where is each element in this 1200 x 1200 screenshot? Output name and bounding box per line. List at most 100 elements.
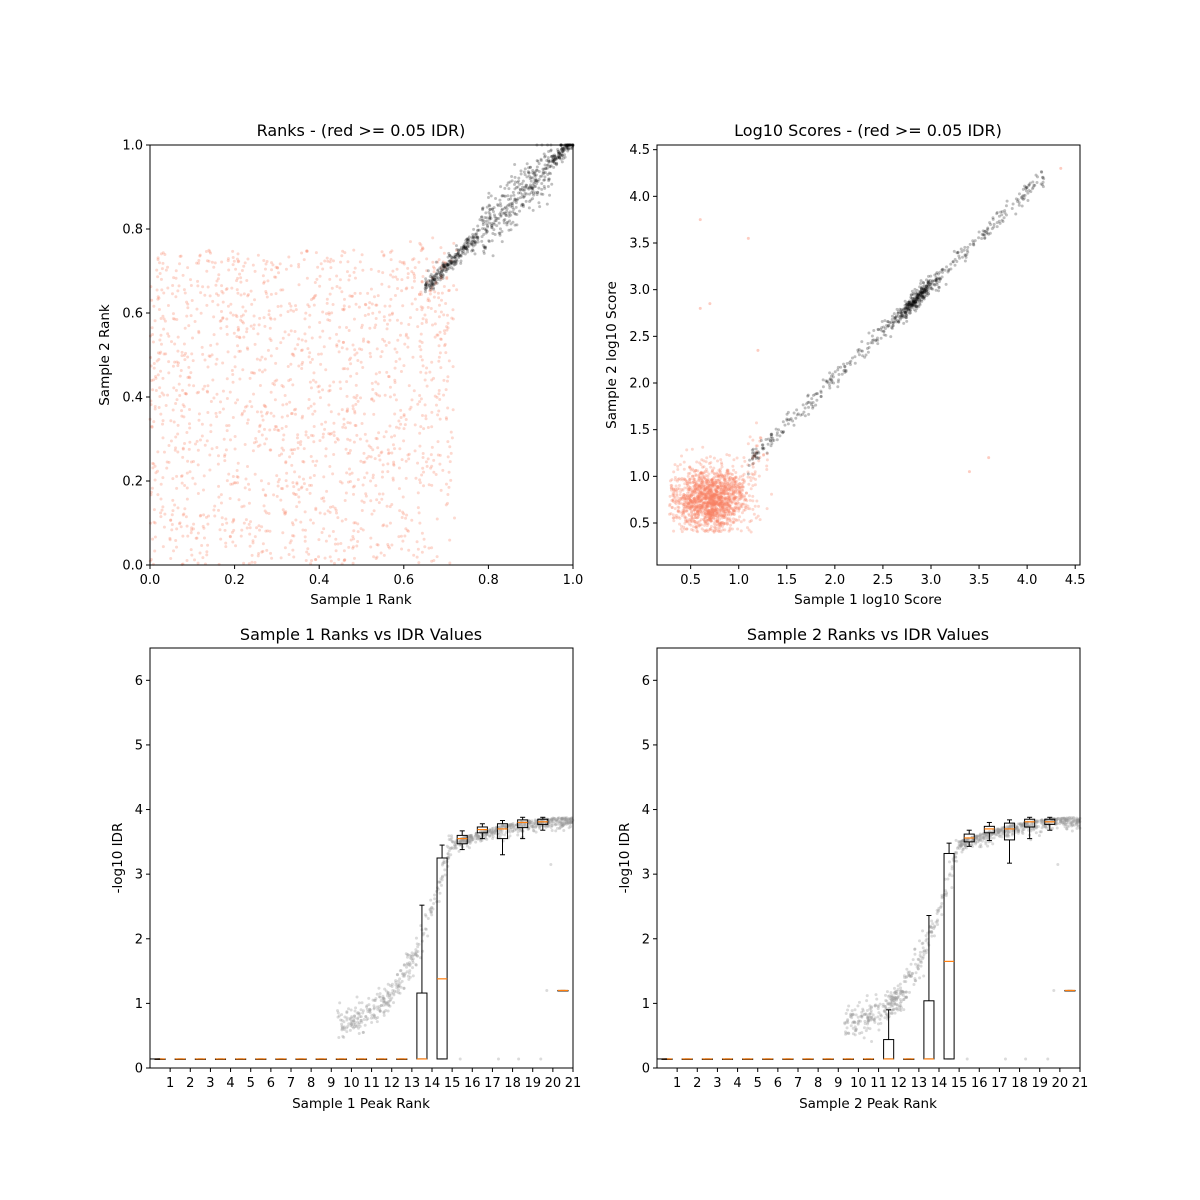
low-idr-point: [406, 345, 410, 349]
low-idr-point: [754, 444, 758, 448]
reproducible-point: [477, 228, 481, 232]
low-idr-point: [161, 476, 165, 480]
reproducible-point: [535, 182, 539, 186]
low-idr-point: [676, 509, 680, 513]
low-idr-point: [226, 259, 230, 263]
low-idr-point: [362, 500, 366, 504]
low-idr-point: [719, 512, 723, 516]
low-idr-point: [402, 260, 406, 264]
low-idr-point: [715, 512, 719, 516]
low-idr-point: [720, 495, 724, 499]
idr-point: [340, 1013, 344, 1017]
reproducible-point: [844, 369, 848, 373]
low-idr-point: [336, 516, 340, 520]
low-idr-point: [700, 492, 704, 496]
low-idr-point: [236, 481, 240, 485]
low-idr-point: [754, 421, 758, 425]
reproducible-point: [498, 231, 502, 235]
low-idr-point: [691, 512, 695, 516]
idr-point: [433, 893, 437, 897]
low-idr-point: [433, 290, 437, 294]
low-idr-point: [698, 503, 702, 507]
low-idr-point: [407, 548, 411, 552]
low-idr-point: [725, 522, 729, 526]
low-idr-point: [419, 370, 423, 374]
low-idr-point: [696, 515, 700, 519]
low-idr-point: [236, 344, 240, 348]
low-idr-point: [728, 517, 732, 521]
low-idr-point: [183, 507, 187, 511]
low-idr-point: [719, 522, 723, 526]
reproducible-point: [860, 349, 864, 353]
low-idr-point: [343, 558, 347, 562]
low-idr-point: [223, 528, 227, 532]
reproducible-point: [550, 182, 554, 186]
low-idr-point: [397, 535, 401, 539]
low-idr-point: [327, 389, 331, 393]
low-idr-point: [693, 508, 697, 512]
reproducible-point: [561, 149, 565, 153]
low-idr-point: [233, 435, 237, 439]
low-idr-point: [227, 268, 231, 272]
reproducible-point: [884, 333, 888, 337]
reproducible-point: [532, 172, 536, 176]
low-idr-point: [403, 423, 407, 427]
reproducible-point: [454, 244, 458, 248]
low-idr-point: [706, 509, 710, 513]
low-idr-point: [210, 353, 214, 357]
low-idr-point: [740, 483, 744, 487]
reproducible-point: [440, 265, 444, 269]
reproducible-point: [886, 320, 890, 324]
low-idr-point: [188, 376, 192, 380]
reproducible-point: [505, 209, 509, 213]
low-idr-point: [240, 320, 244, 324]
low-idr-point: [291, 481, 295, 485]
low-idr-point: [715, 490, 719, 494]
low-idr-point: [702, 476, 706, 480]
reproducible-point: [546, 163, 550, 167]
low-idr-point: [705, 456, 709, 460]
reproducible-point: [1004, 204, 1008, 208]
low-idr-point: [691, 490, 695, 494]
low-idr-point: [393, 378, 397, 382]
low-idr-point: [725, 498, 729, 502]
low-idr-point: [389, 273, 393, 277]
low-idr-point: [690, 520, 694, 524]
low-idr-point: [374, 484, 378, 488]
low-idr-point: [390, 435, 394, 439]
reproducible-point: [446, 263, 450, 267]
low-idr-point: [153, 535, 157, 539]
ranks-x-tick-label: 0.0: [140, 573, 161, 588]
low-idr-point: [706, 508, 710, 512]
low-idr-point: [704, 493, 708, 497]
low-idr-point: [377, 431, 381, 435]
low-idr-point: [695, 512, 699, 516]
low-idr-point: [388, 424, 392, 428]
reproducible-point: [475, 235, 479, 239]
low-idr-point: [411, 355, 415, 359]
low-idr-point: [699, 471, 703, 475]
low-idr-point: [212, 265, 216, 269]
low-idr-point: [340, 408, 344, 412]
reproducible-point: [496, 203, 500, 207]
low-idr-point: [758, 518, 762, 522]
low-idr-point: [156, 493, 160, 497]
low-idr-point: [323, 427, 327, 431]
reproducible-point: [447, 259, 451, 263]
low-idr-point: [681, 478, 685, 482]
low-idr-point: [427, 483, 431, 487]
low-idr-point: [290, 411, 294, 415]
idr-point: [414, 936, 418, 940]
low-idr-point: [704, 496, 708, 500]
low-idr-point: [668, 512, 672, 516]
low-idr-point: [319, 352, 323, 356]
scores-y-tick-label: 4.5: [629, 143, 650, 158]
low-idr-point: [197, 329, 201, 333]
idr-point: [378, 1009, 382, 1013]
low-idr-point: [728, 504, 732, 508]
low-idr-point: [246, 257, 250, 261]
low-idr-point: [691, 502, 695, 506]
reproducible-point: [502, 221, 506, 225]
low-idr-point: [399, 321, 403, 325]
low-idr-point: [718, 524, 722, 528]
